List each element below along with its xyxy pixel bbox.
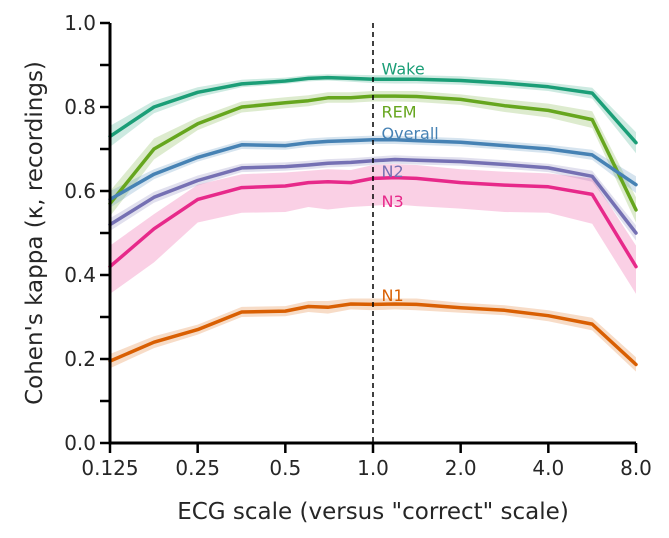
x-tick-label: 8.0 bbox=[620, 456, 652, 480]
series-line-n1 bbox=[108, 302, 638, 367]
series-line-n2 bbox=[108, 157, 638, 235]
y-axis-title: Cohen's kappa (κ, recordings) bbox=[22, 61, 48, 405]
x-tick-label: 0.25 bbox=[175, 456, 220, 480]
y-tick-label: 0.8 bbox=[64, 95, 96, 119]
series-line-n3 bbox=[108, 175, 638, 269]
series-label-wake: Wake bbox=[382, 59, 425, 78]
x-tick-label: 0.125 bbox=[81, 456, 138, 480]
x-tick-label: 1.0 bbox=[357, 456, 389, 480]
series-line-rem bbox=[108, 94, 638, 212]
confidence-bands bbox=[110, 74, 636, 372]
y-tick-label: 1.0 bbox=[64, 11, 96, 35]
y-tick-label: 0.6 bbox=[64, 179, 96, 203]
series-label-n3: N3 bbox=[382, 192, 404, 211]
series-label-n2: N2 bbox=[382, 162, 404, 181]
x-tick-label: 0.5 bbox=[269, 456, 301, 480]
band-n1 bbox=[110, 298, 636, 372]
series-lines bbox=[108, 75, 638, 367]
series-line-wake bbox=[108, 75, 638, 145]
series-label-n1: N1 bbox=[382, 286, 404, 305]
y-tick-label: 0.0 bbox=[64, 431, 96, 455]
y-tick-label: 0.2 bbox=[64, 347, 96, 371]
y-tick-label: 0.4 bbox=[64, 263, 96, 287]
x-axis-title: ECG scale (versus "correct" scale) bbox=[177, 499, 569, 525]
x-tick-label: 4.0 bbox=[532, 456, 564, 480]
series-label-overall: Overall bbox=[382, 124, 439, 143]
band-n3 bbox=[110, 164, 636, 294]
series-label-rem: REM bbox=[382, 103, 417, 122]
x-tick-label: 2.0 bbox=[445, 456, 477, 480]
axes: 0.0 0.2 0.4 0.6 0.8 1.0 0.125 0.25 0.5 1.0 2.0 4.0 8… bbox=[64, 11, 652, 480]
series-line-overall bbox=[108, 138, 638, 202]
series-labels: Wake REM Overall N2 N3 N1 bbox=[382, 59, 439, 305]
